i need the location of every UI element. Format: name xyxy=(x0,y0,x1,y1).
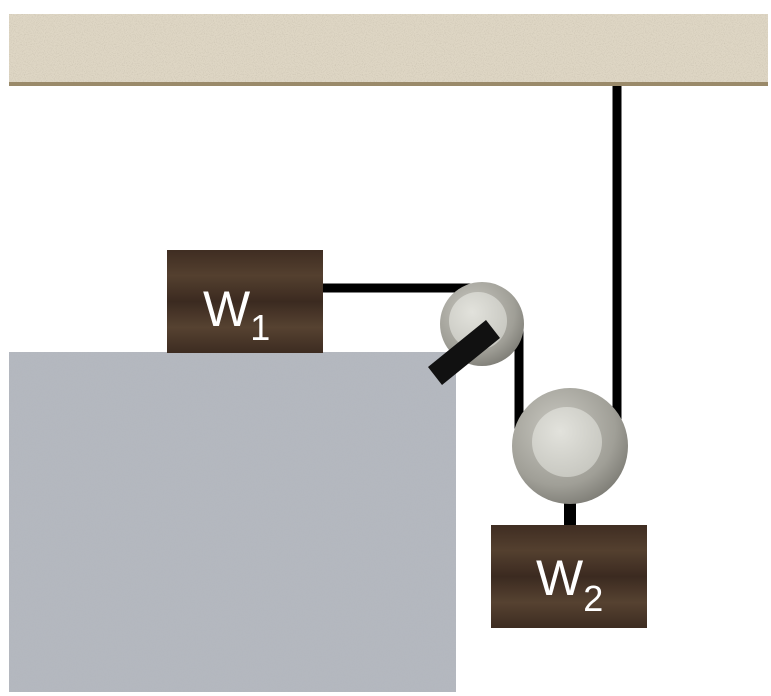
movable-pulley-hub xyxy=(532,407,602,477)
pulley-bracket xyxy=(428,320,500,385)
block-w2-label: W xyxy=(536,550,584,606)
block-w2-subscript: 2 xyxy=(583,578,603,619)
movable-pulley xyxy=(512,388,628,526)
block-w1-subscript: 1 xyxy=(250,307,270,348)
block-w1-label: W xyxy=(203,281,251,337)
svg-text:W2: W2 xyxy=(536,550,603,619)
block-w1: W1 xyxy=(167,250,323,353)
fixed-pulley xyxy=(428,282,524,385)
block-w2: W2 xyxy=(491,525,647,628)
ceiling xyxy=(9,14,768,86)
ceiling-edge xyxy=(9,82,768,86)
svg-text:W1: W1 xyxy=(203,281,270,348)
table xyxy=(9,352,456,692)
